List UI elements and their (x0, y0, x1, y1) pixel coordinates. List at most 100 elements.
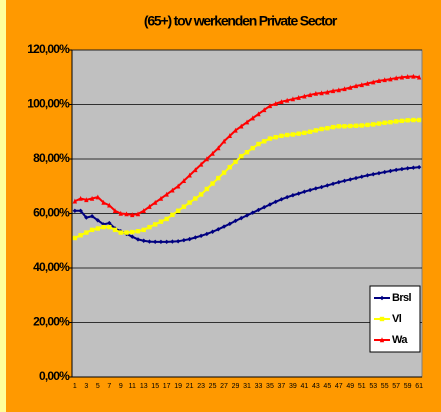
x-tick-label: 15 (151, 383, 159, 390)
x-tick-label: 53 (369, 383, 377, 390)
marker (353, 175, 359, 181)
marker (78, 233, 83, 238)
x-tick-label: 45 (323, 383, 331, 390)
marker (256, 207, 261, 213)
y-tick-label: 100,00% (27, 97, 70, 111)
marker (267, 103, 273, 109)
marker (342, 178, 347, 183)
marker (124, 211, 129, 217)
marker (330, 181, 336, 186)
marker (216, 175, 221, 181)
marker (135, 211, 141, 217)
marker (307, 129, 313, 134)
marker (187, 200, 192, 205)
marker (164, 216, 169, 222)
marker (130, 229, 135, 235)
marker (135, 237, 141, 242)
legend-marker (379, 316, 385, 322)
marker (393, 75, 399, 81)
marker (353, 83, 359, 89)
marker (262, 139, 267, 144)
y-tick-label: 0,00% (39, 369, 70, 383)
marker (290, 96, 296, 102)
marker (95, 218, 101, 223)
marker (411, 165, 416, 170)
marker (302, 189, 307, 194)
marker (388, 168, 393, 174)
marker (267, 202, 273, 207)
marker (158, 219, 164, 224)
marker (348, 84, 353, 90)
x-tick-label: 13 (140, 383, 148, 390)
marker (273, 100, 278, 106)
y-tick-label: 40,00% (33, 260, 70, 274)
x-tick-label: 7 (107, 383, 111, 390)
marker (147, 239, 152, 244)
marker (244, 149, 250, 155)
marker (112, 208, 118, 213)
marker (405, 74, 410, 79)
marker (95, 226, 101, 231)
marker (353, 123, 359, 128)
marker (393, 167, 399, 173)
marker (187, 236, 192, 242)
marker (393, 119, 399, 124)
marker (376, 78, 382, 83)
marker (112, 227, 118, 233)
x-tick-label: 23 (197, 383, 205, 390)
marker (227, 221, 232, 227)
marker (399, 118, 405, 124)
marker (118, 230, 123, 235)
marker (267, 136, 273, 141)
marker (239, 215, 244, 221)
marker (359, 123, 364, 128)
x-tick-label: 59 (404, 383, 412, 390)
marker (107, 224, 112, 230)
marker (325, 183, 330, 188)
marker (89, 195, 95, 201)
x-tick-label: 31 (243, 383, 251, 390)
marker (101, 224, 106, 230)
marker (250, 145, 255, 151)
marker (233, 218, 238, 224)
marker (371, 172, 376, 177)
marker (256, 141, 261, 147)
marker (204, 186, 210, 192)
x-tick-label: 43 (312, 383, 320, 390)
marker (164, 191, 169, 197)
marker (371, 122, 376, 127)
marker (95, 194, 101, 200)
x-tick-label: 49 (346, 383, 354, 390)
marker (175, 239, 181, 244)
marker (78, 208, 83, 213)
marker (359, 174, 364, 179)
marker (382, 169, 387, 175)
marker (411, 117, 416, 123)
marker (256, 111, 261, 117)
marker (273, 135, 278, 140)
marker (388, 76, 393, 82)
marker (118, 210, 123, 216)
y-tick-label: 60,00% (33, 206, 70, 220)
marker (382, 77, 387, 83)
marker (416, 74, 422, 80)
marker (198, 192, 204, 197)
marker (84, 230, 89, 235)
marker (175, 183, 181, 189)
marker (290, 132, 296, 137)
marker (158, 239, 164, 245)
marker (302, 93, 307, 99)
marker (84, 197, 89, 203)
marker (416, 164, 422, 170)
marker (307, 92, 313, 98)
marker (279, 99, 284, 104)
x-tick-label: 35 (266, 383, 274, 390)
marker (89, 214, 95, 219)
x-tick-label: 3 (84, 383, 88, 390)
marker (210, 150, 215, 156)
x-tick-label: 39 (289, 383, 297, 390)
marker (313, 90, 319, 96)
marker (399, 74, 405, 80)
x-tick-label: 47 (335, 383, 343, 390)
